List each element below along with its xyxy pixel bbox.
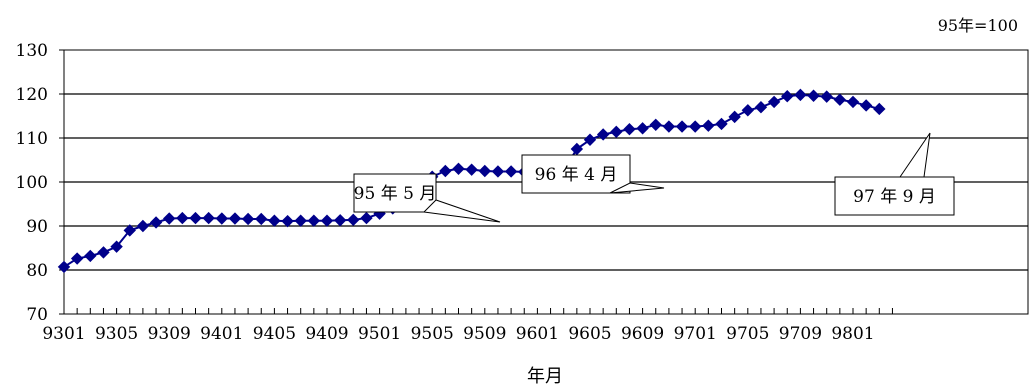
y-tick-label: 130: [16, 41, 48, 61]
data-point: [320, 214, 334, 227]
data-point: [859, 99, 873, 112]
series-markers: [57, 88, 886, 274]
data-point: [255, 212, 268, 226]
data-point: [136, 219, 150, 233]
data-point: [149, 216, 163, 229]
data-point: [754, 100, 768, 114]
x-tick-label: 9501: [358, 324, 401, 344]
data-point: [478, 164, 492, 178]
data-point: [189, 211, 202, 225]
data-point: [307, 214, 321, 227]
series-path: [63, 93, 880, 268]
y-tick-label: 120: [16, 85, 48, 105]
data-point: [688, 120, 702, 133]
x-tick-label: 9701: [674, 324, 717, 344]
callout-annotations: 95 年 5 月 96 年 4 月 97 年 9 月: [353, 132, 955, 223]
data-point: [491, 165, 505, 178]
data-point: [268, 214, 281, 227]
x-tick-label: 9509: [463, 324, 506, 344]
callout-box: [521, 154, 631, 194]
x-tick-label: 9409: [305, 324, 348, 344]
data-point: [176, 211, 189, 225]
x-tick-label: 9601: [516, 324, 559, 344]
data-point: [715, 117, 728, 131]
y-tick-label: 90: [26, 217, 48, 237]
data-point: [504, 165, 518, 178]
callout-label: 96 年 4 月: [535, 165, 618, 185]
x-tick-label: 9505: [411, 324, 454, 344]
callout-label: 97 年 9 月: [853, 187, 936, 207]
x-tick-label: 9801: [831, 324, 874, 344]
y-tick-label: 110: [16, 129, 48, 149]
data-point: [202, 211, 215, 225]
data-point: [439, 164, 452, 178]
data-point: [873, 102, 886, 116]
x-tick-label: 9705: [726, 324, 769, 344]
data-point: [84, 249, 97, 263]
data-point: [833, 93, 847, 106]
data-point: [781, 89, 794, 103]
y-tick-label: 70: [26, 305, 48, 325]
callout-pointer: [899, 132, 931, 178]
x-tick-label: 9609: [621, 324, 664, 344]
data-point: [281, 214, 294, 228]
x-tick-label: 9305: [95, 324, 138, 344]
data-point: [465, 163, 478, 176]
data-point: [807, 89, 820, 102]
data-point: [794, 88, 807, 102]
callout-pointer: [422, 199, 501, 223]
data-point: [702, 119, 715, 132]
data-point: [162, 212, 176, 225]
x-tick-label: 9709: [779, 324, 822, 344]
data-point: [662, 120, 676, 133]
callout-label: 95 年 5 月: [354, 184, 437, 204]
data-point: [452, 162, 465, 176]
data-point: [636, 122, 649, 135]
data-point: [241, 212, 255, 226]
x-tick-label: 9605: [568, 324, 611, 344]
y-tick-label: 80: [26, 261, 48, 281]
data-point: [846, 95, 860, 109]
data-point: [610, 125, 623, 139]
data-point: [294, 214, 307, 227]
callout-pointer: [609, 182, 665, 194]
y-tick-labels: 70 80 90 100 110 120 130: [16, 41, 48, 325]
x-tick-label: 9309: [148, 324, 191, 344]
data-point: [333, 214, 347, 227]
data-point: [596, 128, 610, 141]
data-point: [360, 211, 373, 225]
data-point: [741, 104, 755, 117]
x-tick-label: 9401: [200, 324, 243, 344]
data-point: [97, 246, 110, 259]
data-point: [675, 120, 689, 133]
data-point: [70, 252, 84, 265]
data-point: [583, 133, 597, 146]
grid-lines: [59, 49, 1029, 315]
y-tick-label: 100: [16, 173, 48, 193]
x-axis-label: 年月: [527, 366, 563, 387]
data-point: [623, 122, 636, 136]
data-point: [649, 118, 662, 132]
data-point: [215, 212, 229, 225]
series-line: [63, 93, 880, 268]
data-point: [767, 95, 781, 109]
x-tick-labels: 9301 9305 9309 9401 9405 9409 9501 9505 9509 9601…: [42, 324, 874, 344]
data-point: [728, 110, 741, 124]
base-note: 95年=100: [938, 16, 1018, 35]
data-point: [123, 224, 136, 237]
data-point: [110, 240, 123, 253]
x-tick-label: 9301: [42, 324, 85, 344]
callout-box: [353, 173, 437, 213]
data-point: [228, 212, 242, 225]
x-tick-label: 9405: [253, 324, 296, 344]
data-point: [347, 213, 360, 227]
data-point: [820, 90, 833, 103]
data-point: [57, 260, 71, 274]
callout-box: [834, 176, 955, 216]
